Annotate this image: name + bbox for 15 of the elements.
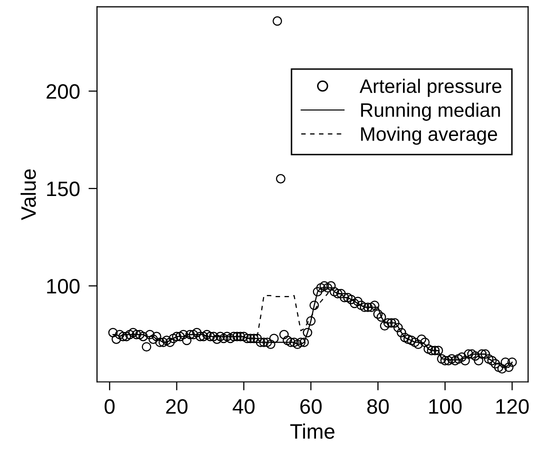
x-axis-title: Time bbox=[290, 424, 334, 439]
x-tick-label: 80 bbox=[367, 399, 389, 414]
x-tick-label: 60 bbox=[300, 399, 322, 414]
y-tick-label: 200 bbox=[46, 84, 80, 99]
x-tick-label: 120 bbox=[496, 399, 529, 414]
x-tick-label: 40 bbox=[232, 399, 255, 414]
legend-label: Moving average bbox=[361, 126, 498, 145]
legend-label: Running median bbox=[361, 102, 500, 121]
y-tick-label: 100 bbox=[47, 278, 80, 294]
x-tick-label: 20 bbox=[166, 399, 188, 414]
x-tick-label: 0 bbox=[104, 399, 115, 414]
x-tick-label: 100 bbox=[429, 399, 462, 414]
y-axis-title: Value bbox=[20, 169, 36, 220]
y-tick-label: 150 bbox=[47, 181, 80, 196]
legend-label: Arterial pressure bbox=[360, 78, 502, 97]
